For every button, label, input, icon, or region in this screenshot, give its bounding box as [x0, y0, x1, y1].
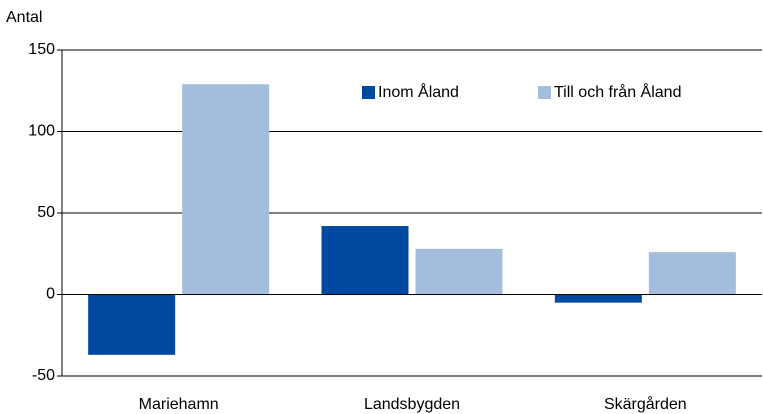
bar	[415, 248, 503, 295]
y-tick-label: 100	[28, 123, 55, 140]
legend-label: Till och från Åland	[554, 82, 681, 101]
y-tick-label: 0	[46, 286, 55, 303]
legend-swatch	[538, 86, 551, 99]
x-tick-label: Mariehamn	[139, 396, 219, 413]
y-tick-label: -50	[32, 367, 55, 384]
y-tick-label: 50	[37, 204, 55, 221]
bar	[182, 84, 270, 295]
legend-swatch	[362, 86, 375, 99]
bar	[648, 252, 736, 295]
bar	[554, 294, 642, 303]
bar	[88, 294, 176, 355]
y-axis-label: Antal	[6, 9, 42, 26]
legend-label: Inom Åland	[378, 82, 459, 101]
x-tick-label: Landsbygden	[364, 396, 460, 413]
bar	[321, 226, 409, 295]
x-tick-label: Skärgården	[604, 395, 687, 413]
y-tick-label: 150	[28, 41, 55, 58]
